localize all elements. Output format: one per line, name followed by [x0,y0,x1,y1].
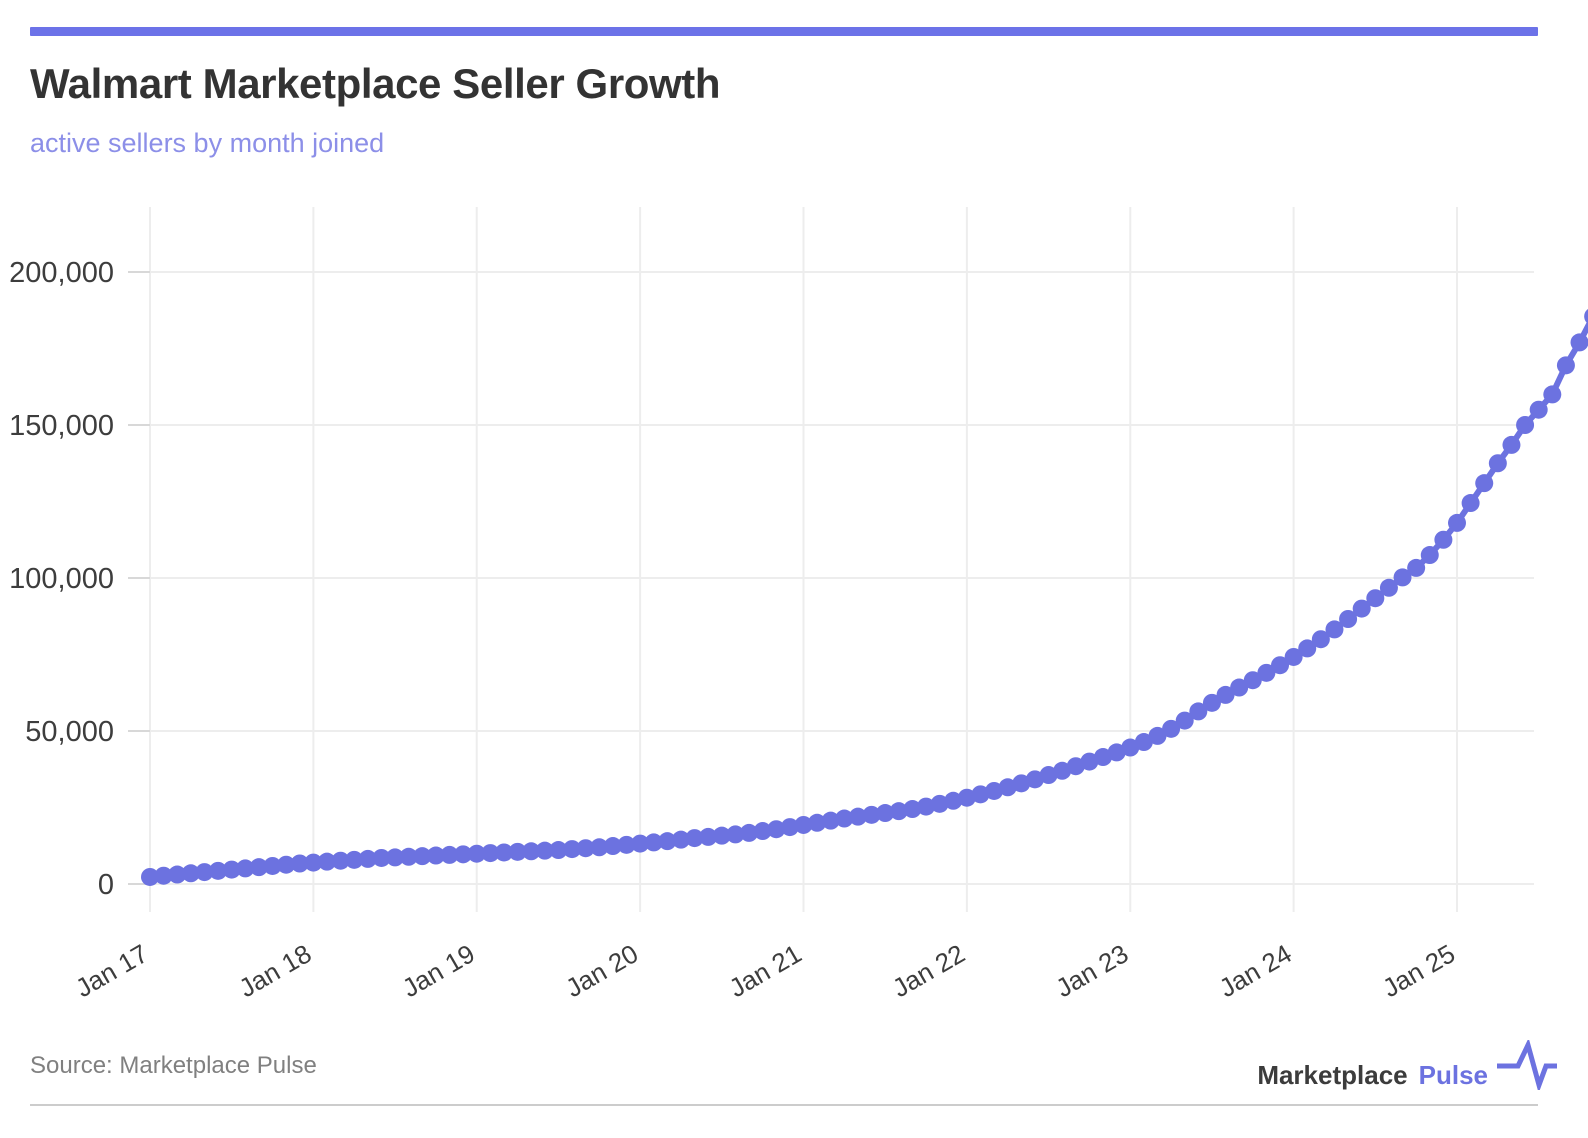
horizontal-gridlines [150,271,1534,885]
x-axis-tick-labels: Jan 17 Jan 18 Jan 19 Jan 20 Jan 21 Jan 22 Jan … [70,938,1460,1003]
top-accent-bar [30,27,1538,36]
source-note: Source: Marketplace Pulse [30,1052,317,1079]
brand-logo[interactable]: Marketplace Pulse [1257,1036,1558,1090]
y-axis-tick-marks [128,271,150,885]
brand-name-secondary: Pulse [1418,1060,1488,1090]
svg-text:50,000: 50,000 [25,716,114,748]
svg-text:0: 0 [98,869,114,901]
brand-name-primary: Marketplace [1257,1060,1408,1090]
svg-text:Jan 18: Jan 18 [234,938,317,1003]
pulse-waveform-icon [1496,1040,1558,1090]
y-axis-tick-labels: 0 50,000 100,000 150,000 200,000 [9,257,114,901]
svg-text:150,000: 150,000 [9,410,114,442]
svg-text:Jan 17: Jan 17 [70,938,153,1003]
seller-growth-markers [141,308,1588,886]
svg-text:Jan 21: Jan 21 [724,938,807,1003]
svg-text:200,000: 200,000 [9,257,114,289]
svg-text:Jan 25: Jan 25 [1377,938,1460,1003]
page-title: Walmart Marketplace Seller Growth [30,60,721,107]
svg-text:Jan 24: Jan 24 [1214,938,1297,1003]
svg-text:Jan 23: Jan 23 [1051,938,1134,1003]
svg-text:Jan 19: Jan 19 [397,938,480,1003]
footer-divider [30,1104,1538,1106]
svg-text:Jan 20: Jan 20 [561,938,644,1003]
svg-text:Jan 22: Jan 22 [887,938,970,1003]
vertical-gridlines [149,207,1458,912]
page-subtitle: active sellers by month joined [30,128,385,158]
svg-text:100,000: 100,000 [9,563,114,595]
seller-growth-line [147,319,1588,880]
